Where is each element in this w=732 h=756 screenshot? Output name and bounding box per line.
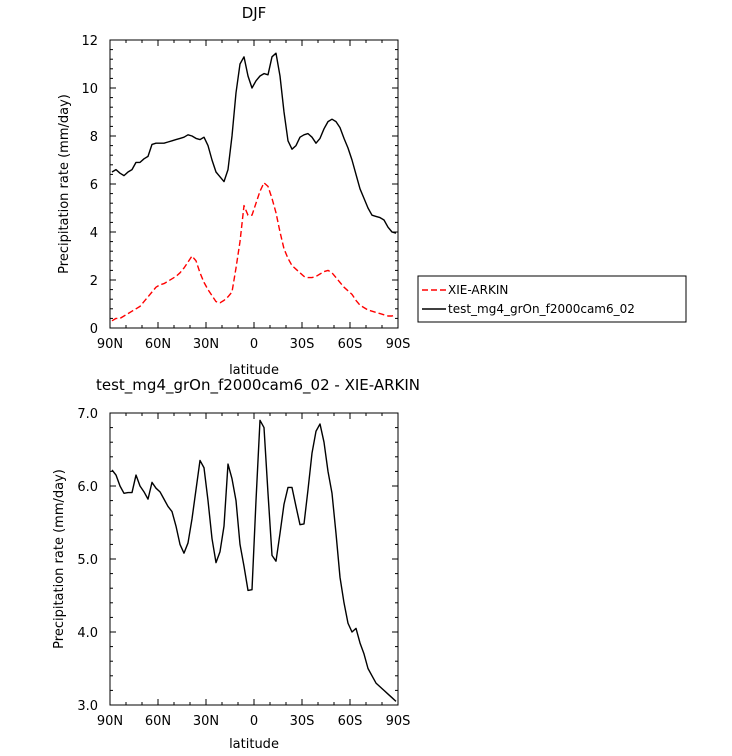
chart-title: test_mg4_grOn_f2000cam6_02 - XIE-ARKIN [96,376,420,395]
x-axis-label: latitude [229,737,279,752]
x-tick-label: 60S [338,714,363,729]
x-tick-label: 90S [386,714,411,729]
x-axis-label: latitude [229,363,279,378]
x-tick-label: 30S [290,714,315,729]
x-tick-label: 0 [250,337,258,352]
y-tick-label: 12 [81,34,98,49]
y-tick-label: 4 [90,226,98,241]
x-tick-label: 90N [97,714,123,729]
legend-box [417,275,687,323]
series-line-difference [111,419,397,702]
x-tick-label: 60S [338,337,363,352]
x-tick-label: 60N [145,714,171,729]
y-tick-label: 4.0 [77,626,98,641]
series-line-test-mg4-gron-f2000cam6-02 [111,52,397,234]
legend-label: XIE-ARKIN [448,283,508,297]
y-tick-label: 6 [90,178,98,193]
y-tick-label: 5.0 [77,553,98,568]
y-tick-label: 2 [90,274,98,289]
x-tick-label: 30N [193,337,219,352]
y-tick-label: 3.0 [77,699,98,714]
y-axis-label: Precipitation rate (mm/day) [52,469,67,649]
y-tick-label: 0 [90,322,98,337]
bottom-panel-difference: test_mg4_grOn_f2000cam6_02 - XIE-ARKIN 90… [52,376,420,752]
y-tick-label: 8 [90,130,98,145]
x-tick-label: 30S [290,337,315,352]
y-tick-label: 7.0 [77,407,98,422]
x-tick-label: 90N [97,337,123,352]
x-tick-label: 30N [193,714,219,729]
legend: XIE-ARKIN test_mg4_grOn_f2000cam6_02 [417,275,687,323]
legend-label: test_mg4_grOn_f2000cam6_02 [448,302,635,316]
x-tick-label: 90S [386,337,411,352]
x-tick-label: 60N [145,337,171,352]
chart-title: DJF [242,4,267,22]
series-line-xie-arkin [111,182,397,322]
y-tick-label: 10 [81,82,98,97]
y-axis-label: Precipitation rate (mm/day) [57,94,72,274]
top-panel-djf: DJF 90N 60N 30N 0 30S 60S 90S 0 2 4 6 8 10 12 latitude P… [57,4,687,378]
y-tick-label: 6.0 [77,480,98,495]
x-tick-label: 0 [250,714,258,729]
